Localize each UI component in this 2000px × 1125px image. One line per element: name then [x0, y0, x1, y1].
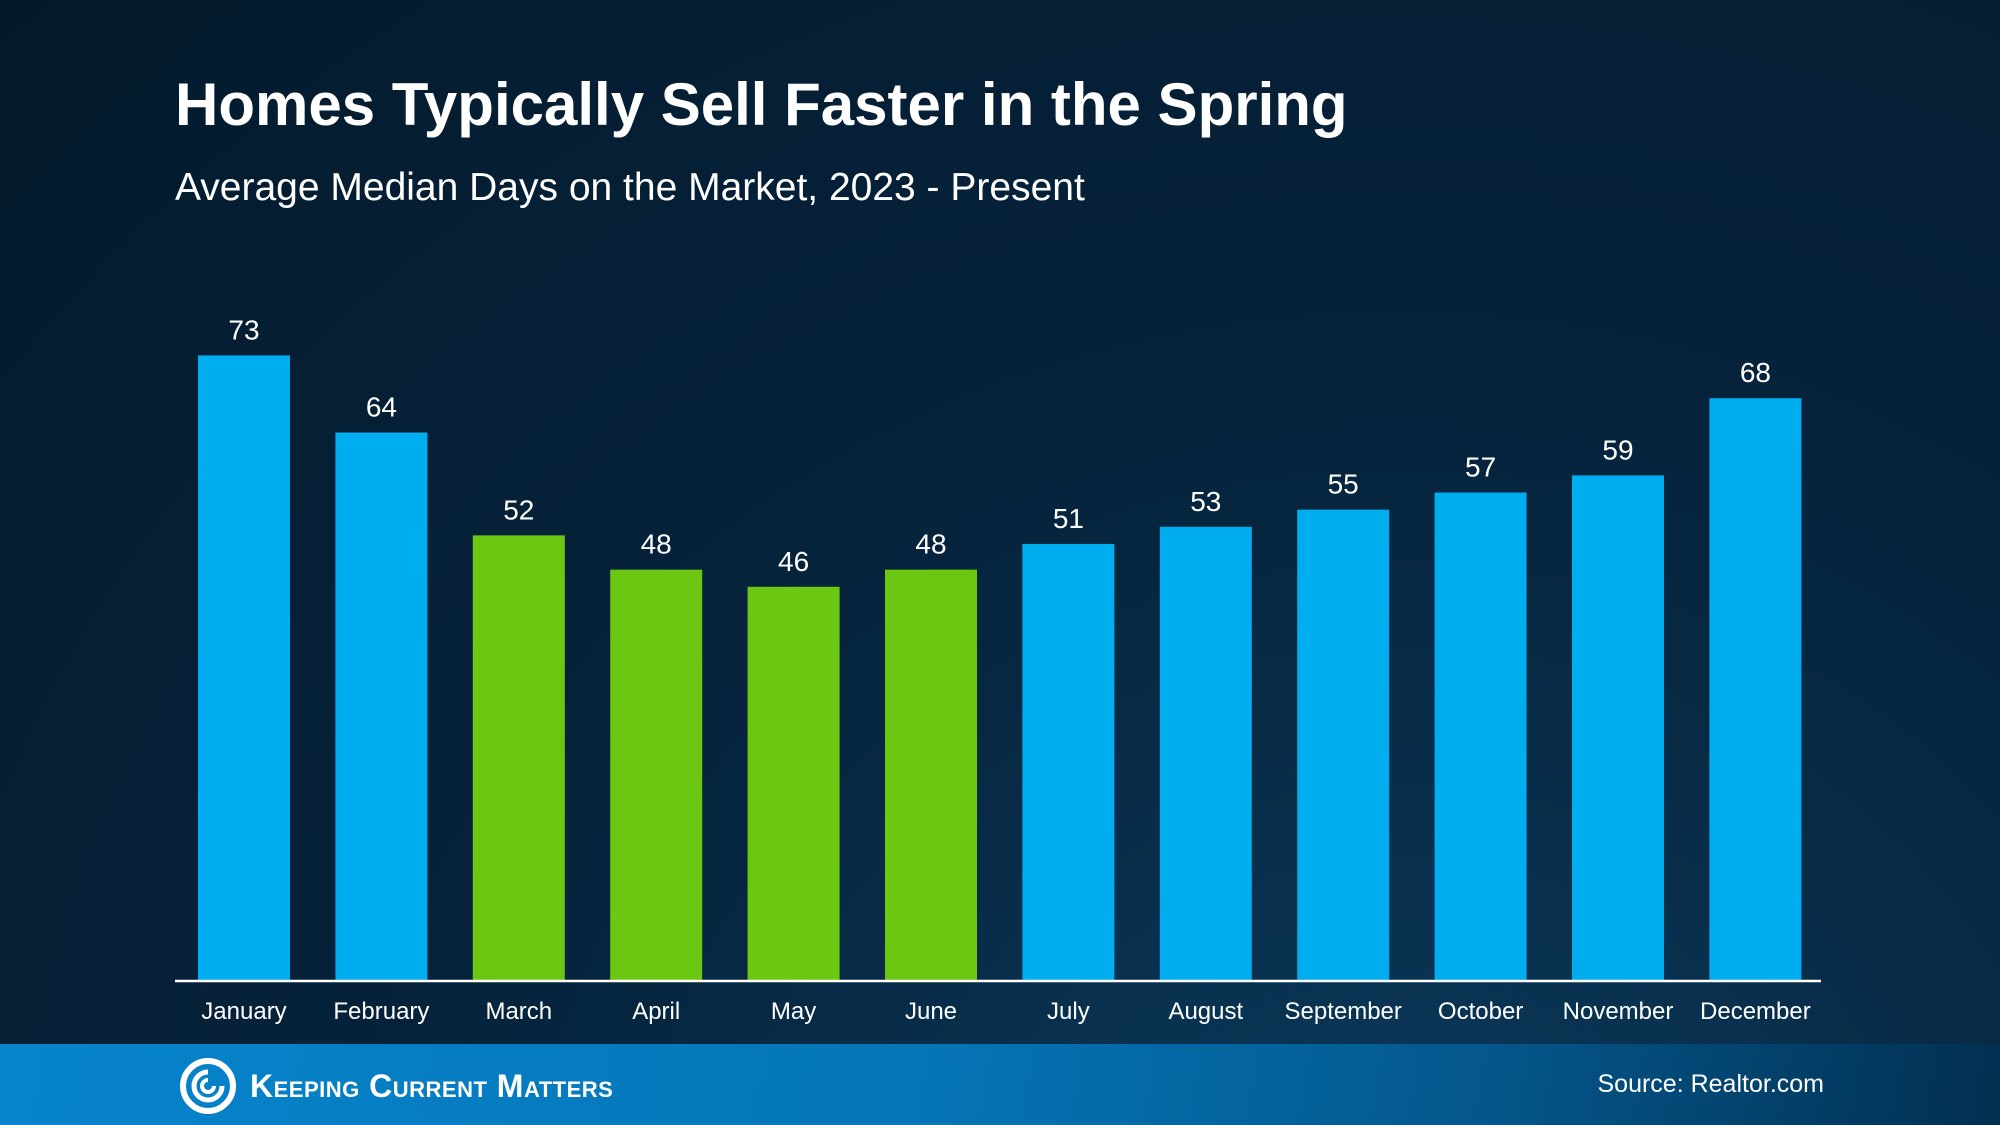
x-tick-label-november: November: [1563, 998, 1674, 1025]
data-label-june: 48: [915, 529, 946, 560]
bar-january: [198, 355, 290, 981]
bar-february: [335, 432, 428, 981]
bar-september: [1297, 509, 1390, 981]
data-label-march: 52: [503, 494, 534, 525]
bar-april: [610, 569, 703, 981]
x-tick-label-october: October: [1438, 998, 1523, 1025]
x-tick-label-july: July: [1047, 998, 1090, 1025]
data-label-december: 68: [1740, 357, 1771, 388]
bar-november: [1572, 475, 1664, 981]
bar-august: [1159, 526, 1252, 981]
brand-logo: Keeping Current Matters: [180, 1058, 613, 1114]
data-label-may: 46: [778, 546, 809, 577]
bar-october: [1434, 492, 1527, 981]
x-tick-label-september: September: [1284, 998, 1401, 1025]
data-label-april: 48: [641, 529, 672, 560]
bar-june: [885, 569, 977, 981]
data-label-february: 64: [366, 392, 397, 423]
x-tick-label-may: May: [771, 998, 816, 1025]
bar-march: [472, 535, 565, 981]
data-label-august: 53: [1190, 486, 1221, 517]
chart-title: Homes Typically Sell Faster in the Sprin…: [175, 71, 1348, 138]
bar-may: [747, 586, 840, 981]
footer-bar: Keeping Current Matters Source: Realtor.…: [0, 1044, 2000, 1125]
x-tick-label-april: April: [632, 998, 680, 1025]
data-label-july: 51: [1053, 503, 1084, 534]
x-tick-label-june: June: [905, 998, 957, 1025]
data-label-november: 59: [1602, 434, 1633, 465]
source-note: Source: Realtor.com: [1597, 1070, 1825, 1098]
x-tick-label-august: August: [1168, 998, 1243, 1025]
x-tick-label-december: December: [1700, 998, 1811, 1025]
chart-subtitle: Average Median Days on the Market, 2023 …: [175, 166, 1085, 209]
brand-name: Keeping Current Matters: [250, 1067, 614, 1104]
bar-july: [1022, 543, 1115, 981]
data-label-october: 57: [1465, 452, 1496, 483]
x-tick-label-march: March: [485, 998, 552, 1025]
x-tick-label-february: February: [333, 998, 429, 1025]
x-tick-label-january: January: [201, 998, 286, 1025]
swirl-logo-icon: [180, 1058, 236, 1114]
data-label-september: 55: [1328, 469, 1359, 500]
bar-december: [1709, 398, 1802, 981]
data-label-january: 73: [228, 314, 259, 345]
bar-chart: 73 January 64 February 52 March 48 April 46 May 48…: [198, 314, 1811, 1025]
